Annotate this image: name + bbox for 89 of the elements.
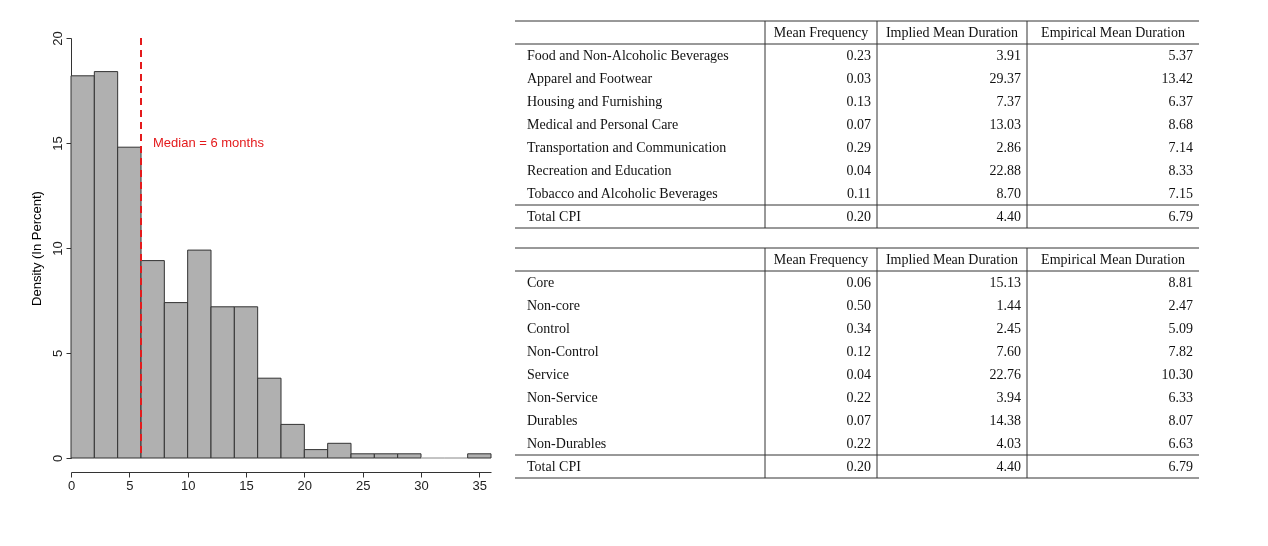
category-label: Total CPI — [527, 458, 581, 474]
category-label: Durables — [527, 412, 578, 428]
text: 0.03 — [846, 70, 871, 86]
text: 0.07 — [846, 412, 871, 428]
text: 4.40 — [996, 458, 1021, 474]
category-label: Non-core — [527, 297, 580, 313]
text: 8.70 — [996, 185, 1021, 201]
text: 6.33 — [1168, 389, 1193, 405]
category-label: Apparel and Footwear — [527, 70, 653, 86]
text: 14.38 — [989, 412, 1021, 428]
category-label: Non-Control — [527, 343, 599, 359]
text: 5.09 — [1168, 320, 1193, 336]
text: 7.14 — [1168, 139, 1193, 155]
text: 1.44 — [996, 297, 1021, 313]
text: 0.22 — [846, 389, 871, 405]
category-label: Empirical Mean Duration — [1041, 251, 1185, 267]
text: 0.20 — [846, 458, 871, 474]
category-label: Implied Mean Duration — [885, 24, 1019, 40]
text: 0.06 — [846, 274, 871, 290]
text: 2.86 — [996, 139, 1021, 155]
text: 6.37 — [1168, 93, 1193, 109]
text: 0.29 — [846, 139, 871, 155]
text: 0.50 — [846, 297, 871, 313]
category-label: Tobacco and Alcoholic Beverages — [527, 185, 718, 201]
text: 0.11 — [847, 185, 871, 201]
text: 3.94 — [996, 389, 1021, 405]
x-tick-label: 20 — [297, 477, 313, 493]
y-axis-title: Density (In Percent) — [28, 191, 44, 306]
x-tick-label: 10 — [180, 477, 196, 493]
category-label: Transportation and Communication — [527, 139, 727, 155]
text: 22.76 — [989, 366, 1021, 382]
text: 0.20 — [846, 208, 871, 224]
text: 0.12 — [846, 343, 871, 359]
category-label: Empirical Mean Duration — [1041, 24, 1185, 40]
x-tick-label: 25 — [355, 477, 371, 493]
category-label: Non-Durables — [527, 435, 607, 451]
text: 7.60 — [996, 343, 1021, 359]
text: 22.88 — [989, 162, 1021, 178]
text: 7.37 — [996, 93, 1021, 109]
x-tick-label: 5 — [126, 477, 134, 493]
text: 8.81 — [1168, 274, 1193, 290]
text: 10.30 — [1161, 366, 1193, 382]
text: 15.13 — [989, 274, 1021, 290]
category-label: Recreation and Education — [527, 162, 672, 178]
text: 6.79 — [1168, 208, 1193, 224]
text: 4.40 — [996, 208, 1021, 224]
text: 8.07 — [1168, 412, 1193, 428]
text: 0.23 — [846, 47, 871, 63]
text: 13.03 — [989, 116, 1021, 132]
text: 0.34 — [846, 320, 871, 336]
text: 29.37 — [989, 70, 1021, 86]
y-tick-label: 5 — [49, 349, 65, 358]
text: 0.22 — [846, 435, 871, 451]
category-label: Total CPI — [527, 208, 581, 224]
x-tick-label: 15 — [239, 477, 254, 493]
text: 0.04 — [846, 366, 871, 382]
x-tick-label: 30 — [414, 477, 429, 493]
text: 13.42 — [1161, 70, 1193, 86]
category-label: Implied Mean Duration — [885, 251, 1019, 267]
category-label: Core — [527, 274, 555, 290]
text: 6.63 — [1168, 435, 1193, 451]
category-label: Mean Frequency — [773, 251, 869, 267]
text: 4.03 — [996, 435, 1021, 451]
text: 8.68 — [1168, 116, 1193, 132]
category-label: Housing and Furnishing — [527, 93, 663, 109]
text: 0.13 — [846, 93, 871, 109]
text: 3.91 — [996, 47, 1021, 63]
text: 7.82 — [1168, 343, 1193, 359]
text: 2.47 — [1168, 297, 1193, 313]
category-label: Food and Non-Alcoholic Beverages — [527, 47, 729, 63]
category-label: Mean Frequency — [773, 24, 869, 40]
x-tick-label: 35 — [472, 477, 488, 493]
text: 7.15 — [1168, 185, 1193, 201]
ref-line-label: Median = 6 months — [153, 135, 265, 150]
category-label: Non-Service — [527, 389, 598, 405]
category-label: Service — [527, 366, 569, 382]
y-tick-label: 20 — [49, 31, 65, 46]
text: 5.37 — [1168, 47, 1193, 63]
y-tick-label: 10 — [49, 241, 65, 256]
text: 0.07 — [846, 116, 871, 132]
y-tick-label: 0 — [49, 454, 65, 463]
text: 0.04 — [846, 162, 871, 178]
text: 2.45 — [996, 320, 1021, 336]
text: 8.33 — [1168, 162, 1193, 178]
category-label: Medical and Personal Care — [527, 116, 679, 132]
y-tick-label: 15 — [49, 136, 65, 151]
category-label: Control — [527, 320, 570, 336]
text: 6.79 — [1168, 458, 1193, 474]
x-tick-label: 0 — [67, 477, 76, 493]
